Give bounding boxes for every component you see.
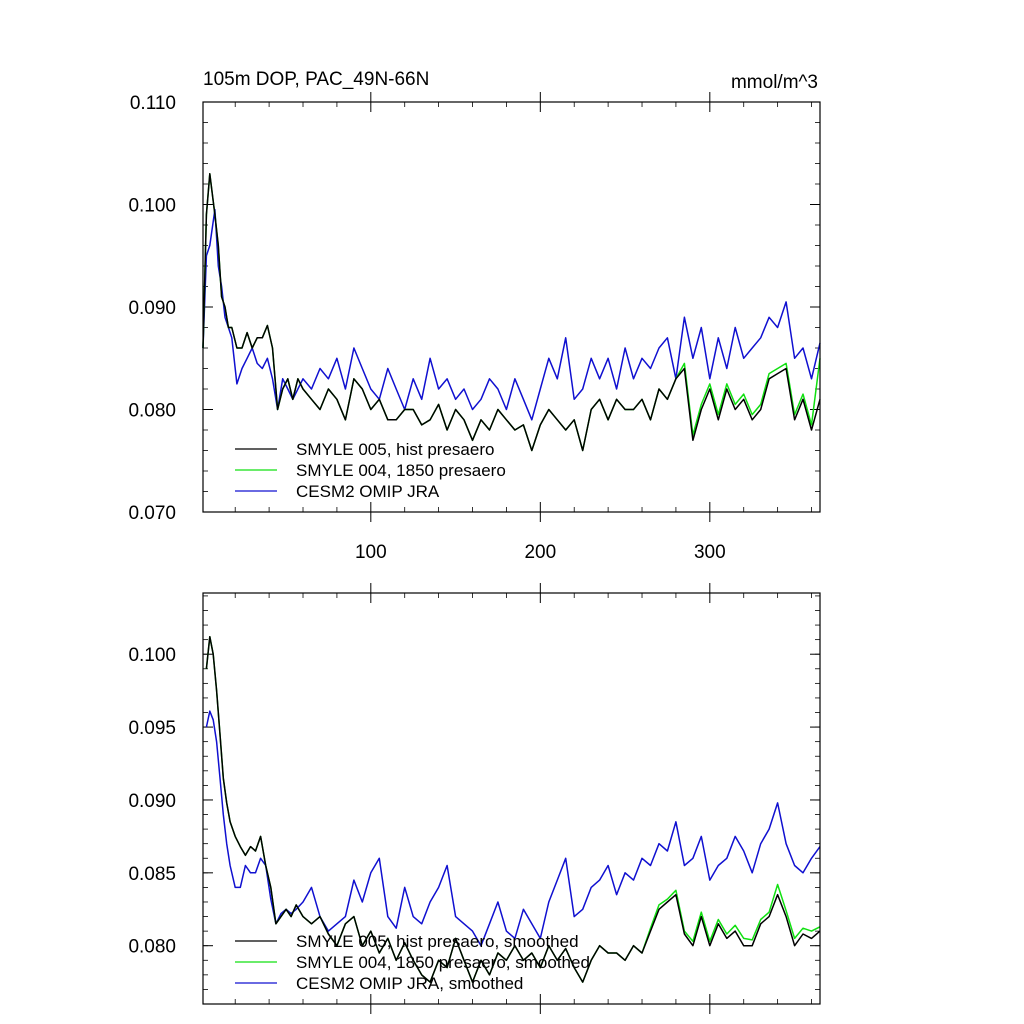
plot-area-bottom	[205, 635, 821, 983]
y-tick-label: 0.080	[128, 937, 176, 958]
y-tick-label: 0.100	[128, 196, 176, 217]
x-tick-label: 300	[694, 542, 726, 563]
plot-frame-bottom	[202, 592, 821, 1005]
chart-units: mmol/m^3	[731, 72, 818, 93]
chart-panel-top: 105m DOP, PAC_49N-66N mmol/m^3 0.070 0.08…	[128, 69, 821, 563]
y-axis-top: 0.070 0.080 0.090 0.100 0.110	[128, 93, 820, 524]
y-tick-label: 0.100	[128, 645, 176, 666]
y-tick-label: 0.080	[128, 401, 176, 422]
x-tick-label: 100	[355, 542, 387, 563]
legend-label: CESM2 OMIP JRA, smoothed	[296, 974, 523, 993]
legend-label: SMYLE 005, hist presaero, smoothed	[296, 932, 579, 951]
series-line	[202, 208, 821, 421]
legend-label: SMYLE 004, 1850 presaero, smoothed	[296, 953, 590, 972]
legend-top: SMYLE 005, hist presaero SMYLE 004, 1850…	[235, 440, 506, 501]
plot-frame-top	[202, 101, 821, 513]
series-line	[205, 635, 821, 983]
y-tick-label: 0.070	[128, 503, 176, 524]
x-axis-top: 100 200 300	[234, 92, 812, 563]
legend-label: CESM2 OMIP JRA	[296, 482, 440, 501]
series-line	[205, 635, 821, 983]
chart-panel-bottom: 0.080 0.085 0.090 0.095 0.100 SMYLE 005, his…	[128, 583, 821, 1014]
series-line	[202, 173, 821, 452]
legend-label: SMYLE 005, hist presaero	[296, 440, 494, 459]
y-axis-bottom: 0.080 0.085 0.090 0.095 0.100	[128, 595, 820, 1005]
y-tick-label: 0.110	[130, 93, 176, 114]
series-line	[202, 173, 821, 452]
legend-label: SMYLE 004, 1850 presaero	[296, 461, 506, 480]
series-line	[205, 710, 821, 947]
plot-area-top	[202, 173, 821, 452]
y-tick-label: 0.090	[128, 791, 176, 812]
y-tick-label: 0.085	[128, 864, 176, 885]
chart-title: 105m DOP, PAC_49N-66N	[203, 69, 429, 90]
y-tick-label: 0.090	[128, 298, 176, 319]
x-tick-label: 200	[524, 542, 556, 563]
legend-bottom: SMYLE 005, hist presaero, smoothed SMYLE…	[235, 932, 590, 993]
y-tick-label: 0.095	[128, 718, 176, 739]
